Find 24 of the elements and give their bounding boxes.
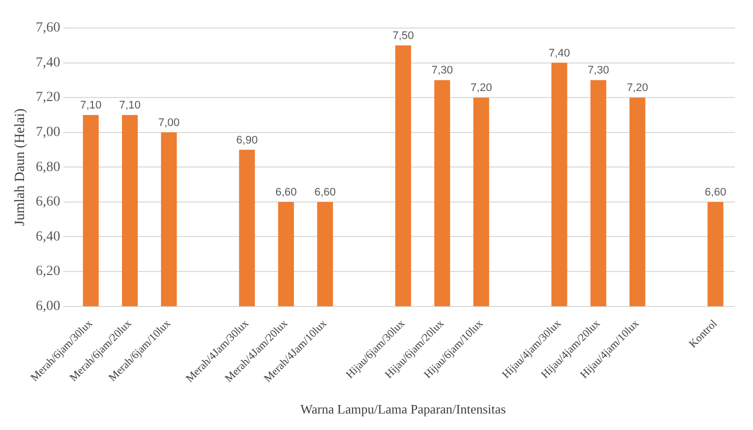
data-label: 6,90	[236, 134, 258, 146]
y-tick-label: 6,40	[36, 229, 60, 244]
data-label: 7,20	[470, 82, 492, 94]
data-label: 7,10	[119, 100, 141, 112]
y-tick-label: 6,80	[36, 160, 60, 175]
data-label: 7,10	[80, 100, 102, 112]
data-label: 7,50	[392, 30, 414, 42]
y-tick-label: 6,60	[36, 194, 60, 210]
data-label: 7,20	[626, 82, 648, 94]
y-tick-label: 7,00	[36, 125, 60, 140]
y-tick-label: 7,20	[36, 90, 60, 106]
data-label: 6,60	[314, 186, 336, 198]
y-tick-label: 7,60	[36, 20, 60, 36]
data-label: 7,00	[158, 116, 180, 129]
x-axis-title: Warna Lampu/Lama Paparan/Intensitas	[300, 402, 506, 417]
data-label: 7,40	[548, 47, 570, 60]
y-tick-label: 7,40	[36, 55, 60, 70]
data-label: 7,30	[431, 64, 453, 77]
y-tick-label: 6,00	[36, 298, 60, 314]
data-label: 7,30	[588, 64, 610, 77]
data-label: 6,60	[704, 186, 726, 198]
y-tick-label: 6,20	[36, 264, 60, 280]
data-label: 6,60	[275, 186, 297, 198]
y-axis-title: Jumlah Daun (Helai)	[13, 108, 28, 226]
